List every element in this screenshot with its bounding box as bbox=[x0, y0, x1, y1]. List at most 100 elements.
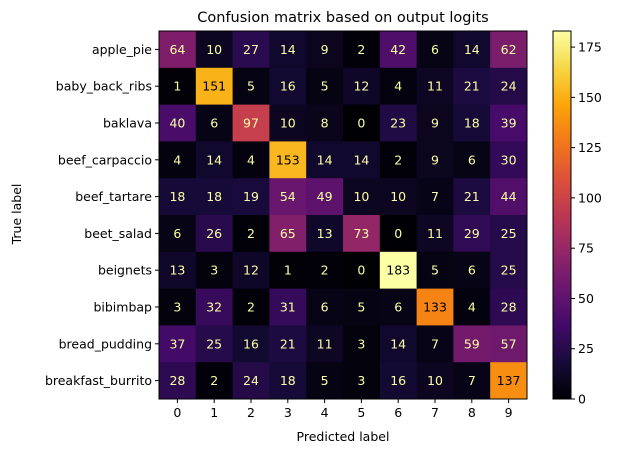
heatmap-cell bbox=[379, 325, 418, 363]
cell-value-label: 2 bbox=[321, 263, 329, 278]
colorbar-ticks: 0 25 50 75 100 125 150 175 bbox=[571, 40, 602, 407]
heatmap-cell bbox=[490, 67, 528, 106]
heatmap-cell bbox=[453, 325, 491, 363]
cell-value-label: 11 bbox=[427, 79, 443, 94]
cell-value-label: 11 bbox=[427, 226, 443, 241]
cell-value-label: 3 bbox=[357, 336, 365, 351]
colorbar-tick-label: 125 bbox=[578, 140, 602, 155]
cell-value-label: 8 bbox=[321, 116, 329, 131]
cell-value-label: 21 bbox=[280, 336, 296, 351]
cell-value-label: 5 bbox=[321, 79, 329, 94]
cell-value-label: 10 bbox=[280, 116, 296, 131]
cell-value-label: 6 bbox=[468, 152, 476, 167]
heatmap-cell bbox=[379, 178, 418, 216]
cell-value-label: 23 bbox=[390, 116, 406, 131]
cell-value-label: 10 bbox=[427, 373, 443, 388]
heatmap-cell bbox=[159, 251, 197, 290]
heatmap-cell bbox=[306, 31, 344, 69]
heatmap-cell bbox=[453, 104, 491, 142]
heatmap-cell bbox=[343, 215, 381, 253]
heatmap-cell bbox=[379, 288, 418, 326]
heatmap-cell bbox=[232, 178, 270, 216]
x-tick-label: 2 bbox=[247, 405, 255, 420]
heatmap-cell bbox=[453, 31, 491, 69]
heatmap-cell bbox=[159, 362, 197, 400]
heatmap-cell bbox=[306, 288, 344, 326]
cell-value-label: 6 bbox=[321, 300, 329, 315]
y-tick-label: beef_tartare bbox=[75, 189, 152, 204]
heatmap-cell bbox=[269, 31, 307, 69]
cell-value-label: 6 bbox=[173, 226, 181, 241]
cell-value-label: 21 bbox=[464, 79, 480, 94]
y-tick-label: beet_salad bbox=[84, 226, 152, 241]
heatmap-cell bbox=[159, 67, 197, 106]
cell-value-label: 25 bbox=[501, 263, 517, 278]
y-tick-label: breakfast_burrito bbox=[45, 373, 152, 388]
heatmap-cell bbox=[379, 67, 418, 106]
colorbar-tick-label: 100 bbox=[578, 190, 602, 205]
cell-value-label: 137 bbox=[497, 373, 521, 388]
cell-value-label: 13 bbox=[169, 263, 185, 278]
cell-value-label: 14 bbox=[206, 152, 222, 167]
heatmap-cell bbox=[269, 288, 307, 326]
chart-title: Confusion matrix based on output logits bbox=[197, 10, 488, 26]
heatmap-cell bbox=[343, 288, 381, 326]
cell-value-label: 42 bbox=[390, 42, 406, 57]
heatmap-cell bbox=[306, 215, 344, 253]
cell-value-label: 28 bbox=[501, 300, 517, 315]
cell-value-label: 3 bbox=[210, 263, 218, 278]
y-tick-label: bread_pudding bbox=[59, 336, 152, 351]
heatmap-cell bbox=[306, 67, 344, 106]
cell-value-label: 64 bbox=[169, 42, 185, 57]
heatmap-cell bbox=[343, 31, 381, 69]
y-tick-label: apple_pie bbox=[92, 42, 152, 57]
heatmap-cell bbox=[490, 362, 528, 400]
plot-frame bbox=[158, 30, 528, 400]
cell-value-label: 4 bbox=[173, 152, 181, 167]
cell-value-label: 5 bbox=[431, 263, 439, 278]
heatmap-cell bbox=[379, 251, 418, 290]
heatmap-cell bbox=[416, 325, 454, 363]
heatmap-cell bbox=[453, 67, 491, 106]
heatmap-cell bbox=[159, 31, 197, 69]
heatmap-cell bbox=[379, 141, 418, 179]
heatmap-cell bbox=[195, 325, 234, 363]
heatmap-cell bbox=[306, 104, 344, 142]
cell-value-label: 18 bbox=[169, 189, 185, 204]
heatmap-cell bbox=[416, 141, 454, 179]
cell-value-label: 2 bbox=[394, 152, 402, 167]
heatmap-cell bbox=[379, 215, 418, 253]
heatmap-cell bbox=[416, 288, 454, 326]
cell-value-label: 25 bbox=[206, 336, 222, 351]
cell-value-label: 39 bbox=[501, 116, 517, 131]
heatmap-cell bbox=[490, 325, 528, 363]
colorbar-tick-label: 75 bbox=[578, 241, 594, 256]
heatmap-cell bbox=[343, 325, 381, 363]
cell-value-label: 10 bbox=[390, 189, 406, 204]
cell-value-label: 5 bbox=[321, 373, 329, 388]
cell-value-label: 3 bbox=[173, 300, 181, 315]
heatmap-cell bbox=[195, 178, 234, 216]
cell-value-label: 3 bbox=[357, 373, 365, 388]
cell-value-label: 18 bbox=[280, 373, 296, 388]
cell-value-label: 27 bbox=[243, 42, 259, 57]
cell-value-label: 19 bbox=[243, 189, 259, 204]
heatmap-cell bbox=[306, 141, 344, 179]
cell-value-label: 6 bbox=[394, 300, 402, 315]
heatmap-cell bbox=[269, 104, 307, 142]
y-tick-label: bibimbap bbox=[93, 300, 152, 315]
heatmap-cell bbox=[269, 141, 307, 179]
heatmap-cell bbox=[159, 178, 197, 216]
cell-value-label: 24 bbox=[501, 79, 517, 94]
heatmap-cell bbox=[490, 141, 528, 179]
cell-value-label: 40 bbox=[169, 116, 185, 131]
cell-value-label: 6 bbox=[468, 263, 476, 278]
heatmap-cell bbox=[453, 251, 491, 290]
x-tick-label: 3 bbox=[284, 405, 292, 420]
cell-value-label: 5 bbox=[247, 79, 255, 94]
heatmap-cell bbox=[490, 251, 528, 290]
cell-value-label: 1 bbox=[284, 263, 292, 278]
